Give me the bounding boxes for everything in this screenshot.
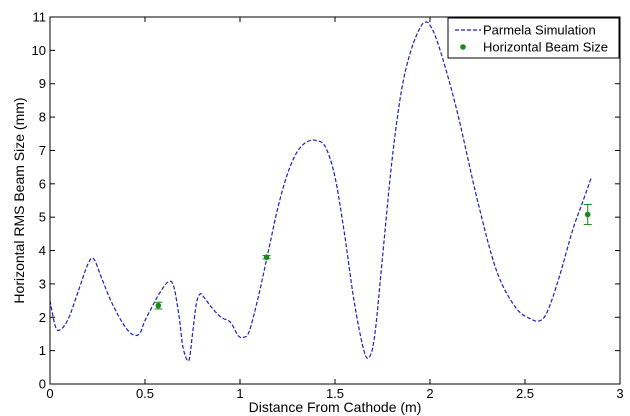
y-axis-title: Horizontal RMS Beam Size (mm) — [11, 97, 27, 303]
measurement-point — [154, 301, 163, 310]
data-point — [263, 254, 270, 261]
x-tick-label: 3 — [616, 386, 623, 401]
legend-label-measurement: Horizontal Beam Size — [483, 40, 608, 55]
measurement-point — [583, 204, 592, 226]
x-tick-label: 2 — [426, 386, 433, 401]
x-tick-label: 0 — [46, 386, 53, 401]
y-tick-label: 10 — [32, 43, 46, 58]
y-tick-label: 11 — [33, 10, 47, 25]
plot-frame — [49, 16, 621, 385]
x-tick-label: 1 — [236, 386, 243, 401]
simulation-curve-layer — [49, 21, 593, 362]
simulation-series-line — [49, 21, 593, 362]
x-axis-title: Distance From Cathode (m) — [249, 399, 422, 415]
x-tick-label: 0.5 — [136, 386, 154, 401]
y-tick-label: 8 — [39, 110, 46, 125]
x-tick-label: 2.5 — [516, 386, 534, 401]
y-tick-label: 5 — [39, 210, 46, 225]
data-point — [584, 211, 591, 218]
legend-label-simulation: Parmela Simulation — [483, 23, 596, 38]
y-tick-label: 6 — [39, 176, 46, 191]
y-tick-label: 9 — [39, 76, 46, 91]
legend: Parmela Simulation Horizontal Beam Size — [447, 17, 620, 59]
y-tick-label: 0 — [39, 377, 46, 392]
y-tick-label: 7 — [39, 143, 46, 158]
y-tick-label: 3 — [39, 276, 46, 291]
measurement-points-layer — [154, 204, 592, 310]
legend-marker-swatch — [460, 44, 466, 50]
legend-box — [447, 17, 620, 59]
x-tick-label: 1.5 — [326, 386, 344, 401]
axis-ticks — [49, 16, 621, 385]
data-point — [155, 302, 162, 309]
axis-tick-labels: 0 0.5 1 1.5 2 2.5 3 0 1 2 3 4 5 6 7 8 9 10 11 — [32, 10, 624, 402]
measurement-point — [262, 254, 271, 261]
y-tick-label: 1 — [39, 343, 46, 358]
y-tick-label: 2 — [39, 310, 46, 325]
y-tick-label: 4 — [39, 243, 46, 258]
